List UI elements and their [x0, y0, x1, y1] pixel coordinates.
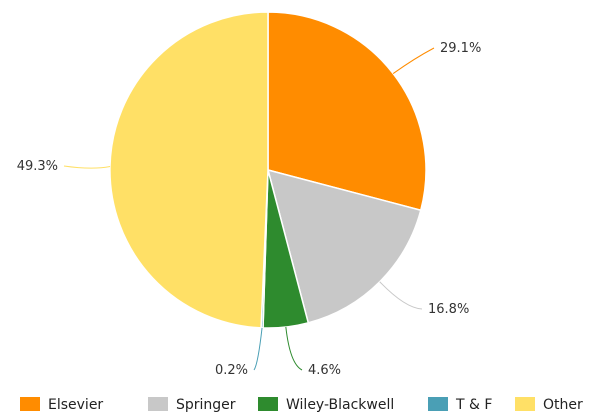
leader-line-wiley-blackwell	[285, 326, 303, 371]
legend-item-other[interactable]: Other	[515, 397, 583, 413]
legend-swatch	[515, 397, 535, 411]
legend-label: Other	[543, 397, 583, 413]
pie-slice-other[interactable]	[109, 11, 269, 329]
leader-line-other	[63, 165, 111, 169]
legend-swatch	[258, 397, 278, 411]
leader-line-t-f	[253, 327, 263, 371]
leader-line-elsevier	[392, 47, 435, 74]
legend-item-elsevier[interactable]: Elsevier	[20, 397, 103, 413]
pie-slices	[109, 11, 427, 329]
legend-label: T & F	[455, 397, 492, 413]
legend-item-wiley-blackwell[interactable]: Wiley-Blackwell	[258, 397, 394, 413]
legend: Elsevier Springer Wiley-Blackwell T & F Othe…	[20, 397, 583, 413]
legend-swatch	[20, 397, 40, 411]
leader-line-springer	[379, 281, 423, 310]
legend-label: Springer	[176, 397, 236, 413]
legend-label: Elsevier	[48, 397, 103, 413]
legend-swatch	[148, 397, 168, 411]
legend-label: Wiley-Blackwell	[286, 397, 394, 413]
slice-label-t-f: 0.2%	[215, 363, 248, 378]
slice-labels: 29.1% 16.8% 4.6% 0.2% 49.3%	[17, 41, 482, 378]
legend-item-springer[interactable]: Springer	[148, 397, 236, 413]
legend-item-t-f[interactable]: T & F	[428, 397, 492, 413]
slice-label-elsevier: 29.1%	[440, 41, 481, 56]
slice-label-other: 49.3%	[17, 159, 58, 174]
pie-slice-elsevier[interactable]	[267, 11, 427, 212]
legend-swatch	[428, 397, 448, 411]
slice-label-wiley-blackwell: 4.6%	[308, 363, 341, 378]
leader-lines	[63, 47, 435, 371]
slice-label-springer: 16.8%	[428, 302, 469, 317]
